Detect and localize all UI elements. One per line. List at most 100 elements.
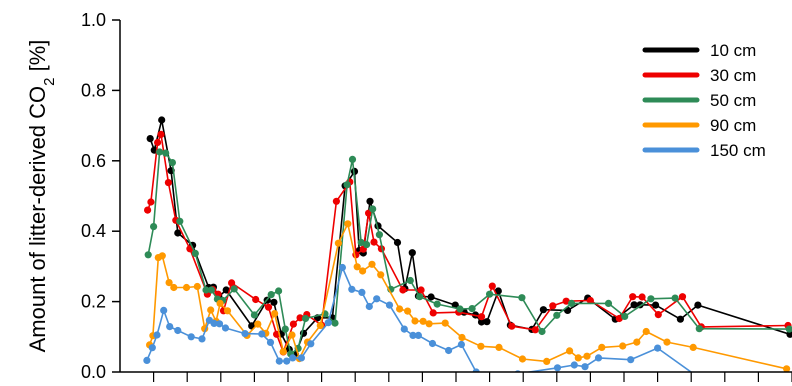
data-point bbox=[254, 320, 262, 328]
data-point bbox=[275, 357, 283, 365]
data-point bbox=[307, 340, 315, 348]
data-point bbox=[369, 205, 377, 213]
data-point bbox=[638, 293, 646, 301]
data-point bbox=[531, 326, 539, 334]
data-point bbox=[170, 283, 178, 292]
data-point bbox=[275, 287, 283, 295]
data-point bbox=[283, 357, 291, 365]
data-point bbox=[694, 301, 702, 309]
series-line bbox=[147, 151, 790, 355]
data-point bbox=[457, 340, 465, 349]
legend: 10 cm 30 cm 50 cm 90 cm 150 cm bbox=[642, 41, 766, 160]
data-point bbox=[344, 220, 352, 228]
data-point bbox=[289, 354, 297, 362]
data-point bbox=[414, 331, 422, 339]
data-point bbox=[301, 314, 310, 323]
data-point bbox=[785, 325, 792, 333]
data-point bbox=[549, 302, 557, 310]
data-point bbox=[621, 312, 629, 320]
data-point bbox=[654, 344, 662, 352]
legend-item-50-cm: 50 cm bbox=[642, 91, 756, 110]
data-point bbox=[570, 361, 578, 369]
data-point bbox=[594, 354, 603, 362]
data-point bbox=[174, 229, 182, 237]
y-ticks: 0.0 0.2 0.4 0.6 0.8 1.0 bbox=[81, 10, 120, 382]
data-point bbox=[553, 311, 561, 319]
data-point bbox=[417, 286, 425, 294]
data-point bbox=[689, 343, 697, 351]
data-point bbox=[223, 307, 232, 315]
data-point bbox=[348, 285, 356, 293]
data-point bbox=[472, 368, 480, 372]
legend-item-10-cm: 10 cm bbox=[642, 41, 756, 60]
data-point bbox=[671, 294, 679, 302]
data-point bbox=[250, 311, 258, 319]
data-point bbox=[400, 325, 408, 333]
y-tick-label: 0.2 bbox=[81, 292, 106, 312]
data-point bbox=[368, 260, 376, 268]
data-point bbox=[157, 130, 165, 138]
legend-label: 10 cm bbox=[710, 41, 756, 60]
data-point bbox=[377, 271, 385, 279]
data-point bbox=[399, 286, 407, 294]
data-point bbox=[477, 318, 486, 326]
data-point bbox=[357, 238, 365, 247]
data-point bbox=[586, 296, 595, 305]
data-point bbox=[663, 338, 671, 346]
data-point bbox=[445, 346, 453, 355]
data-point bbox=[539, 306, 548, 314]
y-tick-label: 1.0 bbox=[81, 10, 106, 30]
data-point bbox=[393, 238, 402, 247]
data-point bbox=[647, 295, 655, 303]
data-point bbox=[786, 330, 792, 338]
data-point bbox=[695, 371, 697, 372]
data-point bbox=[581, 363, 589, 371]
data-point bbox=[629, 293, 637, 301]
data-point bbox=[429, 309, 437, 317]
data-point bbox=[574, 354, 582, 362]
data-point bbox=[252, 295, 260, 304]
legend-item-90-cm: 90 cm bbox=[642, 116, 756, 135]
data-point bbox=[425, 320, 433, 328]
data-point bbox=[468, 305, 476, 313]
series-line bbox=[149, 119, 791, 356]
data-point bbox=[353, 263, 361, 271]
data-point bbox=[297, 354, 305, 362]
legend-item-30-cm: 30 cm bbox=[642, 66, 756, 85]
series-150-cm bbox=[143, 263, 787, 372]
data-point bbox=[358, 288, 366, 296]
data-point bbox=[146, 135, 154, 143]
data-point bbox=[281, 325, 289, 333]
series-50-cm bbox=[144, 148, 792, 358]
data-point bbox=[363, 241, 371, 249]
data-point bbox=[630, 301, 638, 309]
data-point bbox=[477, 313, 486, 321]
y-tick-label: 0.4 bbox=[81, 221, 106, 241]
data-point bbox=[271, 310, 279, 318]
data-point bbox=[241, 330, 249, 338]
data-point bbox=[193, 282, 201, 291]
data-point bbox=[191, 249, 199, 257]
data-point bbox=[495, 343, 503, 351]
data-point bbox=[174, 326, 182, 335]
data-point bbox=[166, 323, 174, 331]
data-point bbox=[267, 291, 275, 299]
data-point bbox=[642, 327, 650, 336]
legend-label: 150 cm bbox=[710, 141, 766, 160]
data-point bbox=[456, 305, 464, 313]
data-point bbox=[296, 314, 304, 322]
series-90-cm bbox=[146, 220, 791, 372]
data-point bbox=[288, 331, 296, 339]
data-point bbox=[458, 333, 466, 342]
data-point bbox=[228, 279, 236, 287]
data-point bbox=[486, 290, 494, 298]
data-point bbox=[215, 320, 224, 328]
data-point bbox=[198, 335, 206, 343]
data-point bbox=[411, 317, 419, 325]
series-layer bbox=[143, 116, 792, 372]
data-point bbox=[428, 339, 437, 348]
data-point bbox=[598, 343, 606, 351]
data-point bbox=[375, 231, 383, 239]
data-point bbox=[785, 371, 787, 372]
